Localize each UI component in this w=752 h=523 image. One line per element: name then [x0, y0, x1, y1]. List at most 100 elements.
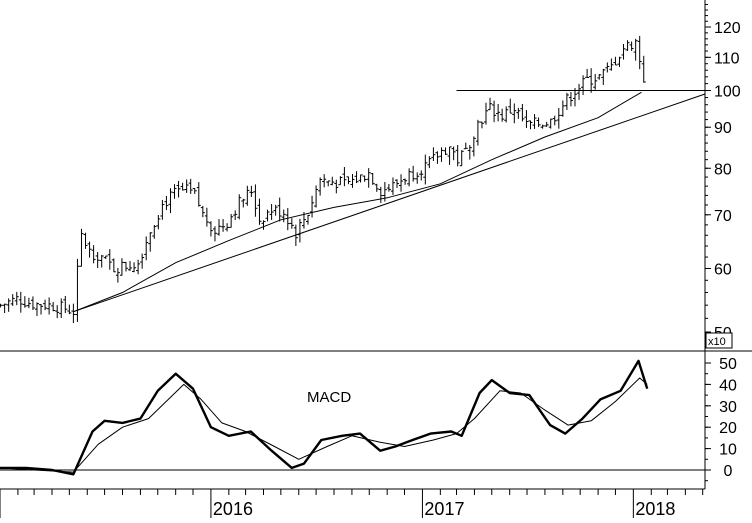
price-bar — [233, 210, 238, 221]
macd-label: MACD — [307, 389, 351, 406]
price-bar — [196, 182, 201, 207]
price-bar — [463, 142, 468, 150]
price-bar — [447, 146, 452, 165]
price-bar — [245, 185, 250, 206]
time-axis: 2016 2017 2018 — [0, 489, 704, 519]
price-bar — [172, 184, 177, 199]
price-bar — [184, 179, 189, 193]
multiplier-box — [705, 332, 733, 349]
price-bar — [2, 303, 7, 314]
price-bar — [411, 165, 416, 182]
price-bar — [524, 110, 529, 129]
price-bar — [350, 173, 355, 188]
price-bar — [637, 35, 642, 70]
price-bar — [39, 303, 44, 315]
price-bar — [475, 119, 480, 146]
price-bar — [621, 43, 626, 60]
price-bar — [613, 56, 618, 66]
price-bar — [297, 218, 302, 243]
price-bar — [354, 171, 359, 184]
price-bar — [342, 167, 347, 187]
price-bar — [132, 262, 137, 273]
price-bar — [370, 172, 375, 185]
price-bar — [318, 177, 323, 196]
price-axis: 5060708090100110120 — [705, 4, 741, 347]
price-bar — [536, 117, 541, 128]
price-bar — [492, 100, 497, 123]
price-bar — [403, 178, 408, 185]
price-bar — [59, 298, 64, 319]
year-label: 2016 — [213, 499, 253, 518]
price-bar — [18, 291, 23, 313]
price-bar — [577, 83, 582, 100]
price-bar — [399, 174, 404, 192]
price-tick-label: 70 — [714, 208, 732, 225]
price-tick-label: 110 — [714, 50, 740, 67]
price-bar — [212, 226, 217, 242]
price-bar — [293, 224, 298, 246]
price-bar — [585, 68, 590, 78]
price-bar — [47, 297, 52, 315]
macd-tick-label: 30 — [719, 399, 737, 416]
price-bar — [144, 236, 149, 261]
price-bar — [544, 121, 549, 127]
price-bar — [30, 296, 35, 310]
macd-line — [0, 359, 649, 476]
price-bar — [512, 103, 517, 124]
price-bar — [528, 120, 533, 130]
price-bar — [87, 241, 92, 258]
year-label: 2018 — [635, 499, 675, 518]
price-bar — [423, 154, 428, 185]
price-bar — [496, 103, 501, 122]
price-bar — [568, 92, 573, 107]
price-bar — [204, 207, 209, 227]
price-bar — [540, 124, 545, 129]
price-bar — [148, 232, 153, 252]
price-bar — [488, 97, 493, 111]
price-bar — [334, 179, 339, 194]
price-bar — [362, 175, 367, 182]
price-indicator-lines — [73, 90, 706, 313]
macd-axis: 0 10 20 30 40 50 — [0, 356, 737, 482]
price-bar — [289, 218, 294, 229]
price-bar — [22, 296, 27, 308]
price-tick-label: 120 — [714, 20, 741, 37]
price-bar — [217, 219, 222, 236]
price-bar — [99, 254, 104, 268]
price-bar — [330, 176, 335, 186]
price-bar — [407, 168, 412, 187]
price-bar — [63, 295, 68, 314]
price-bar — [532, 114, 537, 129]
price-bar — [115, 267, 120, 283]
price-bar — [14, 291, 19, 306]
price-bar — [265, 209, 270, 222]
price-bar — [306, 214, 311, 225]
price-bar — [281, 209, 286, 223]
price-bar — [123, 261, 128, 272]
price-bar — [520, 103, 525, 122]
price-bar — [548, 118, 553, 129]
price-bar — [301, 212, 306, 229]
price-bar — [625, 40, 630, 51]
price-bar — [378, 186, 383, 203]
price-bar — [140, 253, 145, 269]
price-bar — [83, 232, 88, 249]
macd-tick-label: 40 — [719, 377, 737, 394]
chart-frame — [0, 0, 752, 490]
price-bar — [180, 182, 185, 191]
price-bar — [43, 299, 48, 311]
price-bar — [26, 297, 31, 309]
price-bar — [641, 55, 646, 83]
price-bar — [208, 221, 213, 237]
price-bar — [119, 258, 124, 276]
price-bar — [374, 183, 379, 192]
price-bar — [479, 121, 484, 129]
price-bar — [128, 261, 133, 271]
macd-signal-line — [0, 377, 648, 473]
price-bar — [427, 156, 432, 169]
price-line — [73, 91, 642, 313]
price-bar — [253, 184, 258, 217]
price-bar — [439, 147, 444, 162]
price-bar — [593, 74, 598, 90]
price-bar — [338, 176, 343, 186]
